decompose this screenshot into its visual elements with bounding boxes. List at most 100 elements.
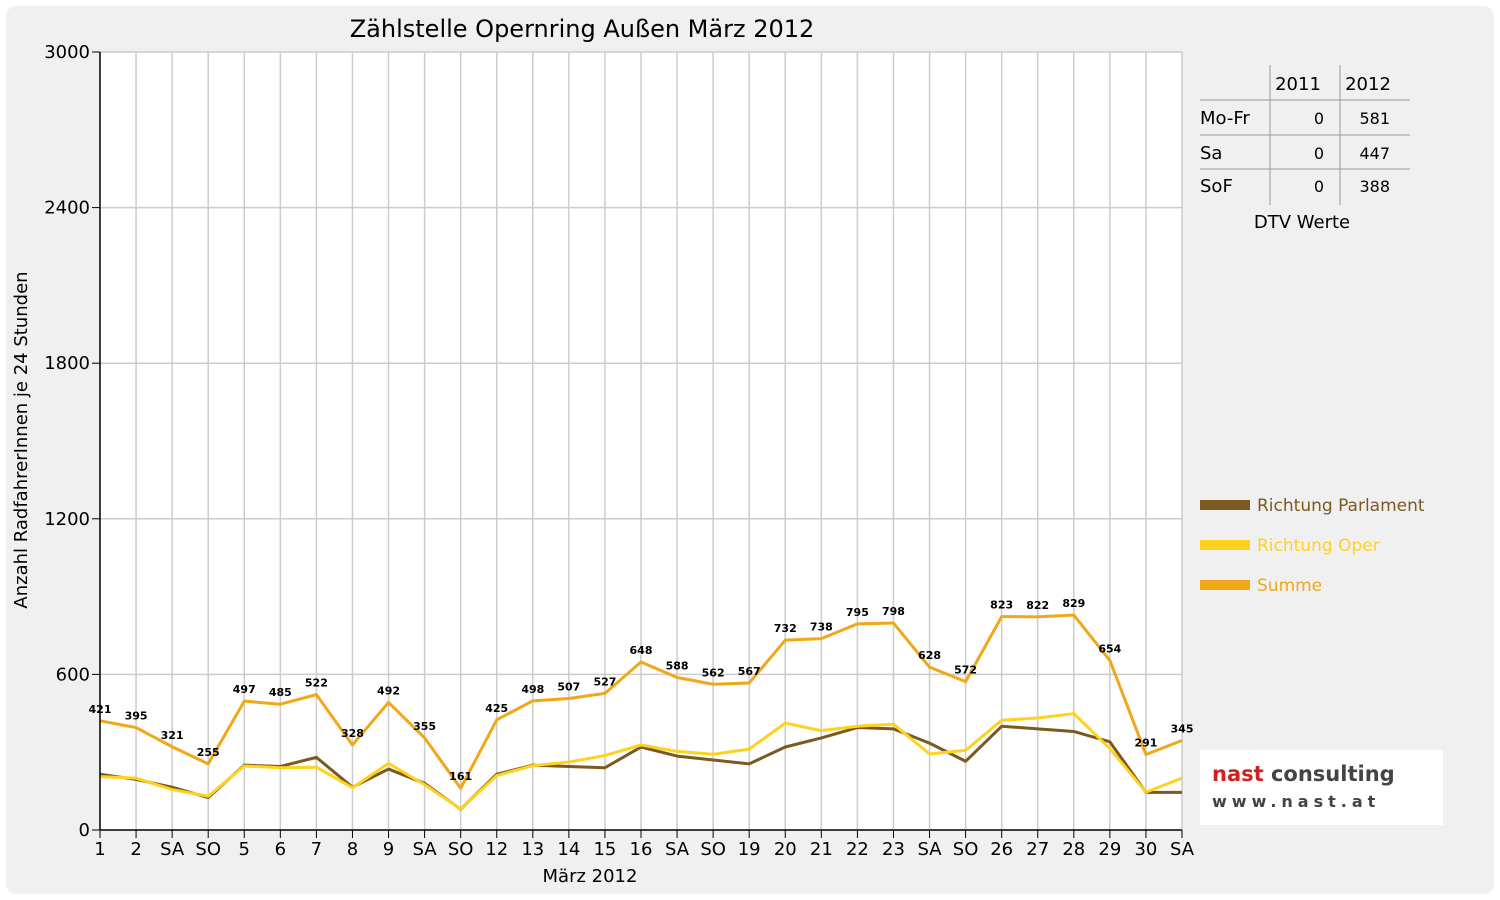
table-row-label: Mo-Fr [1200,108,1250,129]
x-tick-label: 7 [311,839,322,860]
data-label-summe: 527 [593,675,616,688]
legend-label-oper: Richtung Oper [1257,536,1380,556]
x-tick-label: 5 [239,839,250,860]
x-tick-label: 15 [593,839,616,860]
x-tick-label: SA [665,839,690,860]
data-label-summe: 562 [702,666,725,679]
data-label-summe: 328 [341,727,364,740]
logo-url: www.nast.at [1212,792,1381,811]
x-tick-label: 30 [1134,839,1157,860]
y-tick-label: 1800 [44,353,90,374]
x-tick-label: SO [953,839,979,860]
data-label-summe: 507 [557,681,580,694]
x-tick-label: SA [1170,839,1195,860]
x-tick-label: 29 [1098,839,1121,860]
data-label-summe: 738 [810,621,833,634]
table-cell: 581 [1359,109,1390,128]
y-tick-label: 0 [79,820,90,841]
data-label-summe: 798 [882,605,905,618]
x-tick-label: 23 [882,839,905,860]
data-label-summe: 355 [413,720,436,733]
x-tick-label: SO [700,839,726,860]
y-tick-label: 2400 [44,198,90,219]
data-label-summe: 425 [485,702,508,715]
nast-consulting-logo: nast consulting www.nast.at [1200,750,1443,825]
table-cell: 447 [1359,144,1390,163]
x-tick-label: 19 [738,839,761,860]
table-cell: 0 [1314,177,1324,196]
x-tick-label: SA [160,839,185,860]
y-tick-label: 3000 [44,42,90,63]
data-label-summe: 255 [197,746,220,759]
x-tick-label: 8 [347,839,358,860]
series-line-summe [99,613,1183,790]
x-tick-label: 12 [485,839,508,860]
legend-label-summe: Summe [1257,576,1322,596]
x-tick-label: 6 [275,839,286,860]
x-tick-label: 9 [383,839,394,860]
data-label-summe: 497 [233,683,256,696]
x-tick-label: 13 [521,839,544,860]
data-label-summe: 345 [1171,723,1194,736]
x-tick-label: 21 [810,839,833,860]
legend: Richtung Parlament Richtung Oper Summe [1200,496,1425,596]
x-tick-label: 22 [846,839,869,860]
legend-swatch-summe [1200,580,1250,590]
axes: 1 2 SA SO 5 6 7 8 9 SA SO 12 13 14 15 16 SA SO 19 20 21 22 23 S… [44,42,1195,860]
data-label-summe: 498 [521,683,544,696]
data-label-summe: 161 [449,770,472,783]
x-axis-label: März 2012 [543,866,638,887]
table-row-label: SoF [1200,176,1233,197]
data-label-summe: 567 [738,665,761,678]
x-tick-label: SA [413,839,438,860]
grid-lines [100,51,1183,830]
table-cell: 0 [1314,144,1324,163]
x-tick-label: 14 [557,839,580,860]
data-label-summe: 829 [1062,597,1085,610]
data-label-summe: 572 [954,664,977,677]
data-label-summe: 823 [990,599,1013,612]
data-label-summe: 822 [1026,599,1049,612]
table-header-2011: 2011 [1275,74,1321,95]
data-label-summe: 395 [125,710,148,723]
data-label-summe: 648 [630,644,653,657]
logo-name-part2: consulting [1263,762,1395,786]
data-label-summe: 321 [161,729,184,742]
table-cell: 0 [1314,109,1324,128]
legend-swatch-oper [1200,540,1250,550]
legend-label-parlament: Richtung Parlament [1257,496,1425,516]
x-tick-label: 27 [1026,839,1049,860]
chart-title: Zählstelle Opernring Außen März 2012 [350,15,815,43]
data-label-summe: 291 [1134,737,1157,750]
x-tick-label: 16 [630,839,653,860]
legend-swatch-parlament [1200,500,1250,510]
table-cell: 388 [1359,177,1390,196]
series-lines [99,613,1183,811]
x-tick-label: 28 [1062,839,1085,860]
y-tick-label: 1200 [44,509,90,530]
data-label-summe: 654 [1098,642,1121,655]
x-tick-label: 1 [94,839,105,860]
data-label-summe: 628 [918,649,941,662]
dtv-table: 2011 2012 Mo-Fr 0 581 Sa 0 447 SoF 0 388… [1200,65,1410,233]
data-label-summe: 492 [377,684,400,697]
x-tick-label: SO [195,839,221,860]
data-label-summe: 485 [269,686,292,699]
data-label-summe: 522 [305,677,328,690]
data-label-summe: 795 [846,606,869,619]
table-header-2012: 2012 [1345,74,1391,95]
series-line-oper [99,712,1183,811]
x-tick-label: 20 [774,839,797,860]
y-tick-label: 600 [56,664,90,685]
data-label-summe: 588 [666,660,689,673]
y-axis-label: Anzahl RadfahrerInnen je 24 Stunden [11,271,32,608]
data-label-summe: 732 [774,622,797,635]
logo-name-part1: nast [1212,762,1264,786]
table-row-label: Sa [1200,143,1222,164]
logo-name: nast consulting [1212,762,1395,786]
table-caption: DTV Werte [1254,212,1350,233]
x-tick-label: 2 [130,839,141,860]
x-tick-label: SA [917,839,942,860]
x-tick-label: SO [448,839,474,860]
